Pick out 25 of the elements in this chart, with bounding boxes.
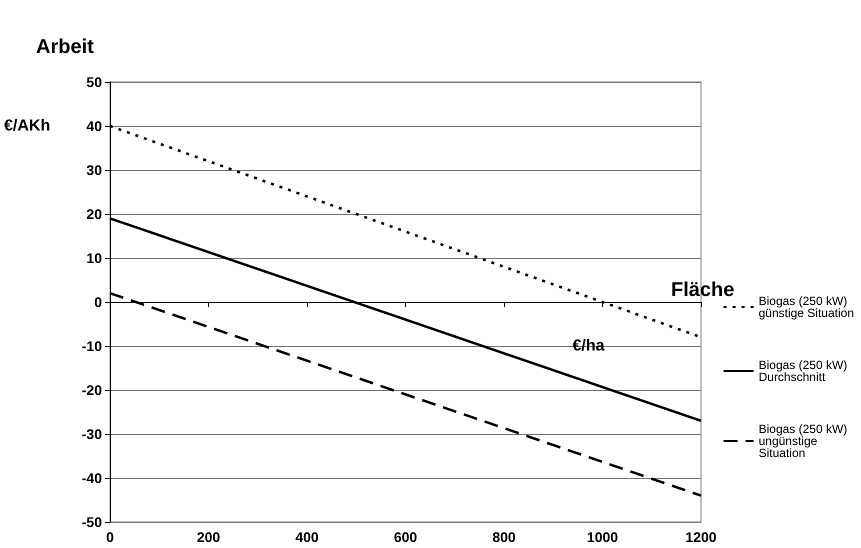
y-tick-label: 0 bbox=[94, 294, 102, 310]
x-tick-label: 400 bbox=[295, 529, 319, 545]
legend-label: Biogas (250 kW) günstige Situation bbox=[758, 294, 854, 320]
y-tick-label: 10 bbox=[86, 250, 102, 266]
y-tick-label: -10 bbox=[82, 338, 102, 354]
y-tick-label: 30 bbox=[86, 162, 102, 178]
legend-label: Biogas (250 kW) Durchschnitt bbox=[758, 358, 851, 384]
annotation: €/ha bbox=[572, 338, 605, 354]
x-tick-label: 1200 bbox=[685, 529, 717, 545]
x-tick-label: 1000 bbox=[586, 529, 618, 545]
y-tick-label: -50 bbox=[82, 514, 102, 530]
x-tick-label: 600 bbox=[394, 529, 418, 545]
x-tick-label: 0 bbox=[106, 529, 114, 545]
text: €/AKh bbox=[4, 118, 50, 134]
y-tick-label: -20 bbox=[82, 382, 102, 398]
y-tick-label: 40 bbox=[86, 118, 102, 134]
y-axis-title: Arbeit bbox=[36, 36, 94, 58]
y-tick-label: -30 bbox=[82, 426, 102, 442]
y-tick-label: 50 bbox=[86, 74, 102, 90]
y-tick-label: -40 bbox=[82, 470, 102, 486]
y-tick-label: 20 bbox=[86, 206, 102, 222]
x-tick-label: 800 bbox=[492, 529, 516, 545]
x-axis-title: Fläche bbox=[671, 279, 734, 301]
legend-label: Biogas (250 kW) ungünstige Situation bbox=[758, 422, 851, 460]
x-tick-label: 200 bbox=[196, 529, 220, 545]
